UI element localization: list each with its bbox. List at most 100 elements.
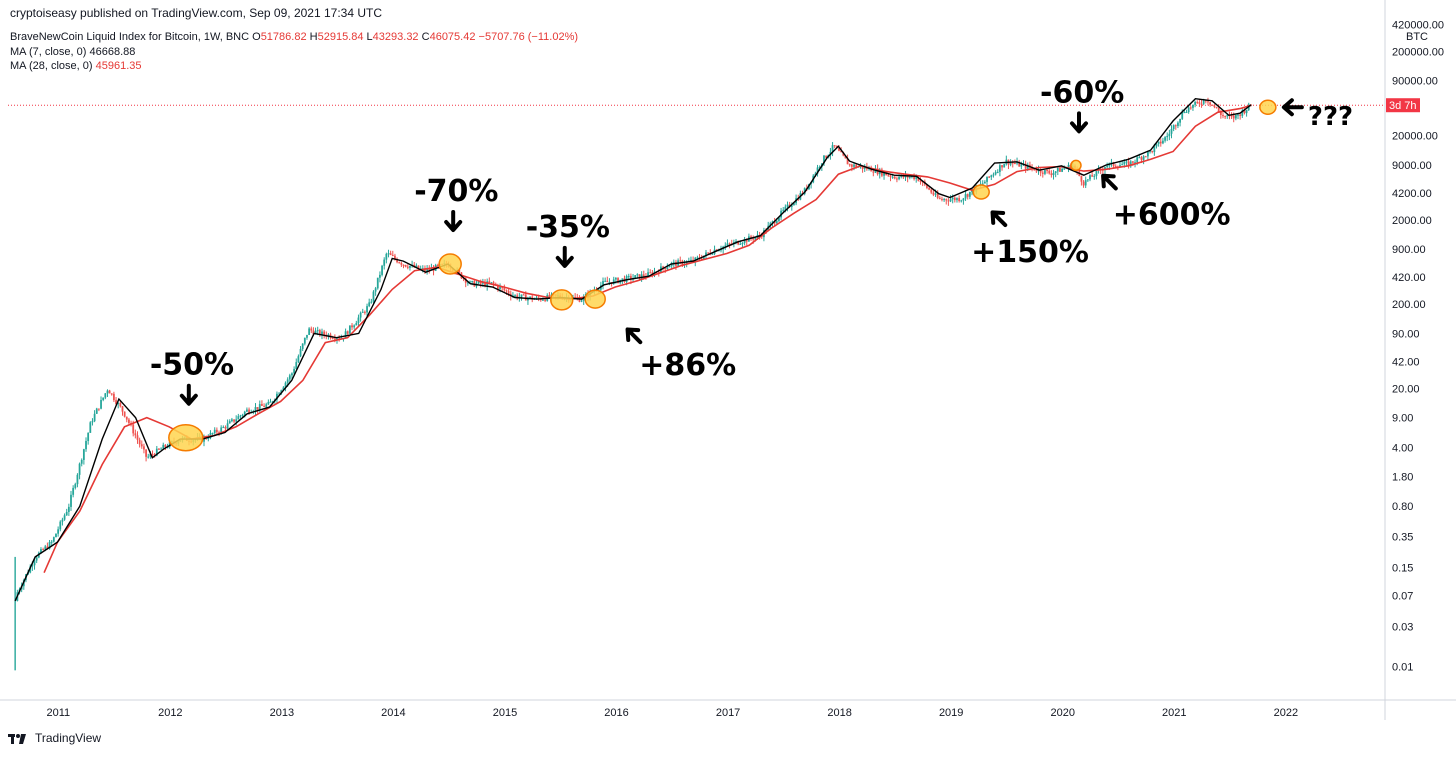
candle-body (55, 533, 57, 538)
candle-body (50, 541, 53, 543)
x-tick-label: 2019 (939, 707, 963, 719)
candle-body (151, 454, 154, 456)
candle-body (855, 164, 858, 168)
candle-body (743, 239, 746, 243)
annotation-label: -50% (150, 348, 234, 383)
candle-body (241, 414, 244, 416)
ma28-legend[interactable]: MA (28, close, 0) 45961.35 (10, 60, 142, 72)
candle-body (720, 249, 722, 251)
candle-body (492, 282, 495, 284)
future-marker[interactable] (1259, 99, 1277, 115)
y-tick-label: 4200.00 (1392, 188, 1432, 200)
candle-body (1011, 162, 1014, 164)
candle-body (818, 166, 821, 168)
candle-body (213, 429, 216, 434)
candle-body (1245, 109, 1248, 114)
publisher-caption: cryptoiseasy published on TradingView.co… (10, 6, 382, 20)
candle-body (44, 546, 47, 550)
candle-body (29, 566, 32, 573)
candle-body (398, 262, 401, 264)
candle-body (323, 331, 326, 335)
candle-body (33, 560, 36, 566)
candle-body (896, 178, 898, 180)
y-tick-label: 4.00 (1392, 442, 1413, 454)
candle-body (153, 454, 156, 456)
change-value: −5707.76 (−11.02%) (478, 31, 579, 43)
candle-body (1224, 116, 1227, 118)
up-left-arrow-icon-shape (625, 327, 643, 345)
candle-body (537, 297, 540, 299)
candle-body (1024, 163, 1027, 169)
symbol-legend[interactable]: BraveNewCoin Liquid Index for Bitcoin, 1… (10, 31, 578, 43)
candle-body (42, 549, 45, 551)
event-marker[interactable] (549, 289, 574, 311)
candle-body (853, 164, 855, 167)
x-tick-label: 2012 (158, 707, 182, 719)
candle-body (707, 252, 710, 254)
candle-body (136, 435, 139, 440)
candle-body (745, 239, 748, 242)
candle-body (1131, 161, 1134, 163)
candle-body (147, 456, 150, 458)
candle-body (831, 145, 834, 152)
candle-body (885, 172, 888, 176)
low-value: 43293.32 (372, 31, 419, 43)
y-tick-label: 9.00 (1392, 413, 1413, 425)
candle-body (361, 311, 364, 313)
candle-body (357, 317, 360, 323)
candle-body (617, 278, 619, 283)
close-value: 46075.42 (429, 31, 476, 43)
candle-body (243, 411, 246, 415)
candle-body (981, 183, 984, 185)
candle-body (484, 282, 486, 287)
event-marker[interactable] (168, 423, 204, 452)
event-marker[interactable] (1070, 159, 1082, 172)
candle-body (1084, 180, 1087, 186)
event-marker[interactable] (972, 184, 990, 200)
candle-body (908, 176, 911, 178)
candle-body (254, 407, 257, 412)
candle-body (301, 343, 304, 349)
candle-body (400, 262, 403, 265)
candle-body (838, 147, 840, 151)
candle-body (1164, 137, 1166, 141)
candle-body (1230, 115, 1233, 117)
candle-body (226, 423, 229, 429)
candle-body (248, 409, 250, 413)
tradingview-brand[interactable]: TradingView (8, 731, 101, 745)
ma28-line[interactable] (43, 104, 1252, 574)
candle-body (1129, 161, 1132, 167)
candle-body (606, 280, 609, 283)
ma7-line[interactable] (14, 97, 1252, 602)
candle-body (544, 299, 546, 301)
candle-body (612, 279, 615, 284)
candle-body (1046, 170, 1048, 172)
candle-body (983, 181, 986, 184)
candle-body (368, 302, 371, 307)
annotation-label: -35% (526, 210, 610, 245)
event-marker[interactable] (584, 289, 606, 309)
candle-body (775, 220, 778, 224)
candle-body (1198, 102, 1201, 104)
candle-body (602, 281, 604, 286)
candle-body (230, 419, 233, 422)
candle-body (1162, 140, 1164, 144)
candle-body (634, 275, 637, 279)
candle-body (286, 379, 289, 383)
candle-body (481, 282, 484, 284)
candle-body (138, 439, 141, 445)
candle-body (70, 494, 72, 507)
candle-body (1026, 164, 1029, 169)
candle-body (1061, 168, 1063, 172)
candle-body (366, 306, 368, 313)
candle-body (986, 176, 988, 182)
event-marker[interactable] (438, 253, 462, 275)
candle-body (662, 266, 664, 268)
candle-body (280, 390, 283, 394)
candle-body (321, 331, 323, 336)
candle-body (466, 282, 469, 284)
candle-body (790, 205, 793, 207)
ma7-legend[interactable]: MA (7, close, 0) 46668.88 (10, 46, 135, 58)
candle-body (1239, 114, 1242, 116)
